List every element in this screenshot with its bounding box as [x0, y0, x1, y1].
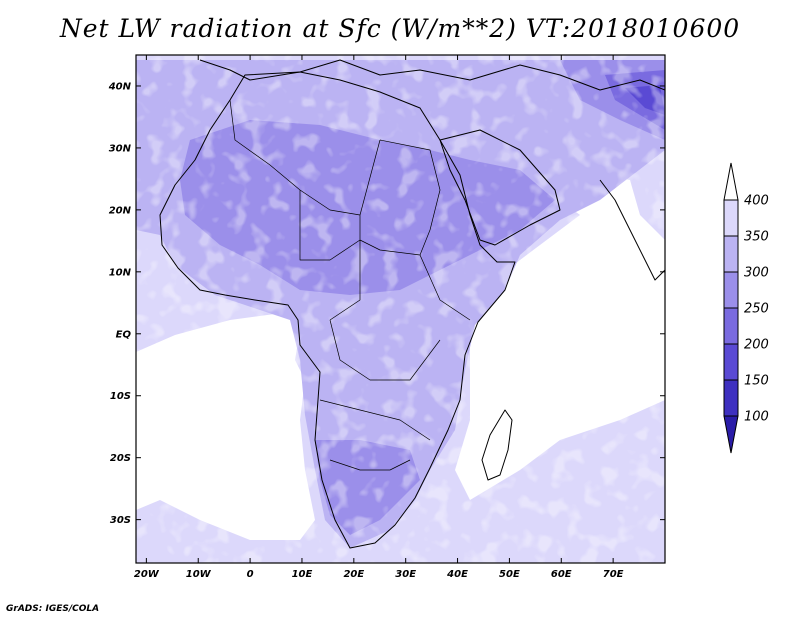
- colorbar-segment: [723, 271, 739, 309]
- grads-credit: GrADS: IGES/COLA: [6, 604, 100, 614]
- y-tick-label: 30N: [109, 143, 132, 154]
- x-tick-label: 30E: [395, 569, 416, 580]
- arabian-peninsula: [439, 129, 561, 246]
- axis-ticks: 20W 10W 0 10E 20E 30E 40E 50E 60E 70E 40N 30N 20N 10N…: [108, 55, 665, 580]
- y-tick-label: 10S: [110, 391, 131, 402]
- map-title: Net LW radiation at Sfc (W/m**2) VT:2018…: [59, 14, 741, 43]
- y-tick-label: EQ: [116, 329, 132, 340]
- x-tick-label: 40E: [446, 569, 468, 580]
- x-tick-label: 20W: [134, 569, 160, 580]
- colorbar: 400 350 300 250 200 150 100: [723, 162, 769, 454]
- x-tick-label: 70E: [603, 569, 624, 580]
- y-tick-label: 20S: [110, 453, 131, 464]
- x-tick-label: 10E: [292, 569, 313, 580]
- field-texture: [136, 55, 665, 563]
- x-tick-label: 60E: [551, 569, 572, 580]
- colorbar-label: 300: [744, 266, 769, 281]
- interior-borders: [229, 99, 471, 471]
- y-tick-label: 20N: [109, 205, 132, 216]
- colorbar-label: 150: [744, 374, 769, 389]
- data-field: [136, 55, 665, 563]
- india-coast: [599, 179, 665, 281]
- x-tick-label: 10W: [186, 569, 212, 580]
- x-tick-label: 50E: [499, 569, 520, 580]
- y-tick-label: 40N: [108, 81, 132, 92]
- colorbar-label: 250: [744, 302, 769, 317]
- europe-coast: [199, 59, 665, 91]
- map-frame: [135, 54, 666, 564]
- colorbar-label: 400: [744, 194, 769, 209]
- colorbar-segment: [723, 235, 739, 273]
- colorbar-label: 350: [744, 230, 769, 245]
- africa-coastline: [159, 71, 516, 549]
- colorbar-top-tip: [723, 162, 739, 201]
- y-tick-label: 10N: [109, 267, 132, 278]
- madagascar: [481, 409, 513, 481]
- colorbar-segment: [723, 343, 739, 381]
- colorbar-segment: [723, 307, 739, 345]
- x-tick-label: 0: [247, 569, 254, 580]
- colorbar-segment: [723, 199, 739, 237]
- x-tick-label: 20E: [343, 569, 364, 580]
- colorbar-segment: [723, 379, 739, 417]
- colorbar-label: 200: [744, 338, 769, 353]
- colorbar-label: 100: [744, 410, 769, 425]
- coastlines: [159, 59, 665, 549]
- colorbar-bottom-tip: [723, 415, 739, 454]
- y-tick-label: 30S: [110, 515, 131, 526]
